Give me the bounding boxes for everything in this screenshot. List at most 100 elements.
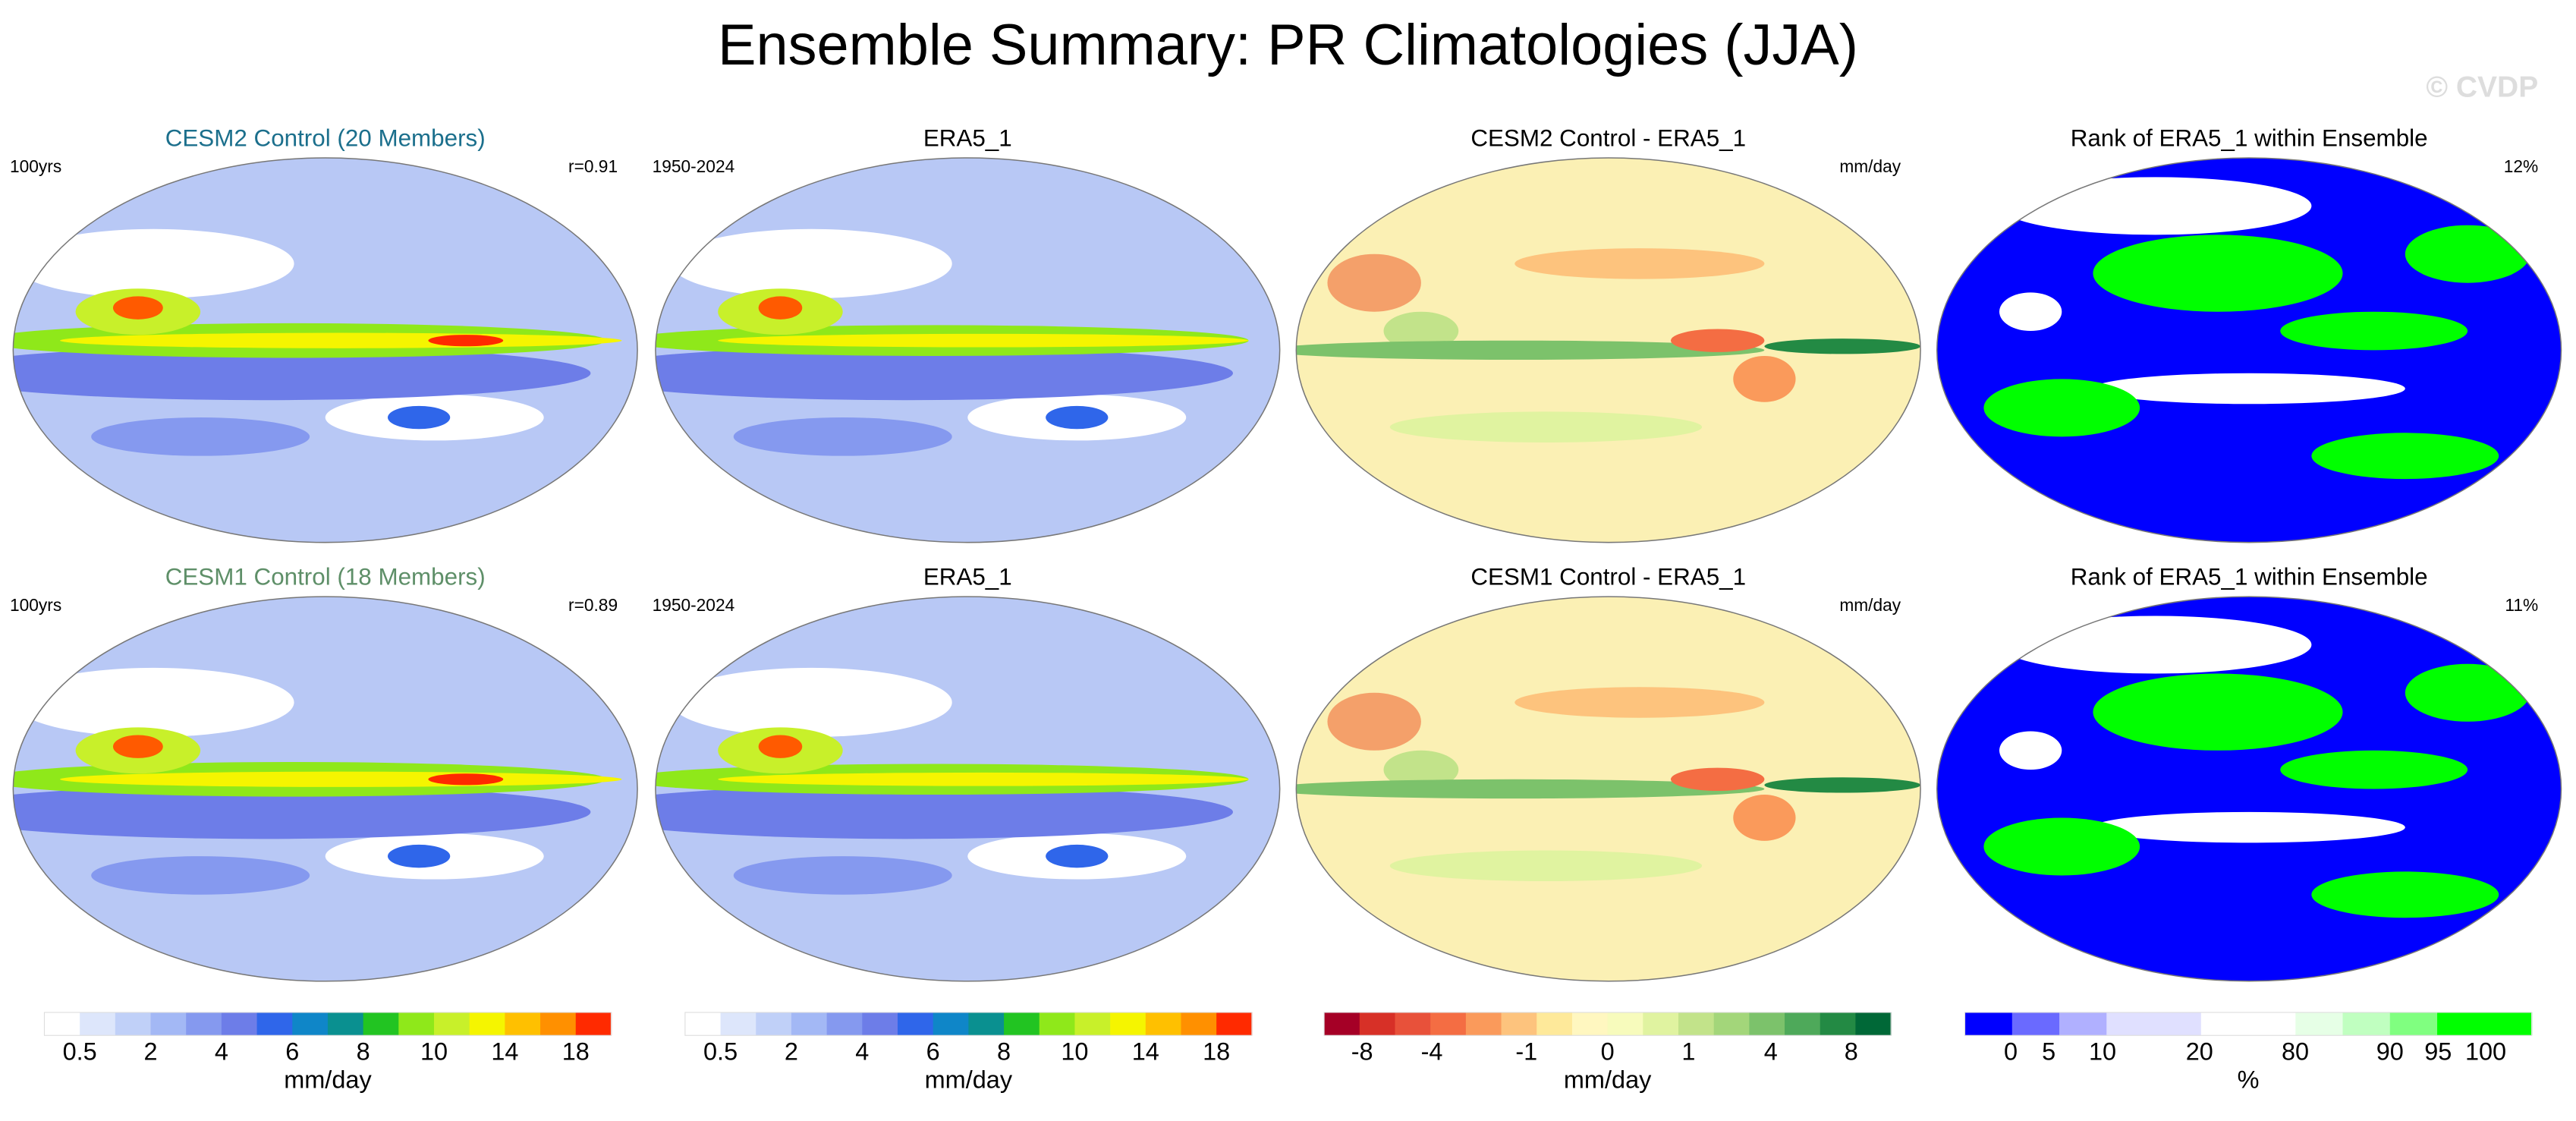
colorbar-box: [720, 1012, 756, 1036]
colorbar-box: [756, 1012, 792, 1036]
colorbar-box: [2011, 1012, 2060, 1036]
colorbar-label: 6: [285, 1038, 299, 1066]
map-field: [1733, 355, 1796, 402]
map: [1296, 597, 1921, 981]
watermark: © CVDP: [2426, 71, 2538, 103]
colorbar-box: [150, 1012, 187, 1036]
colorbar-box: [862, 1012, 898, 1036]
map-field: [733, 417, 952, 456]
map-field: [2405, 225, 2530, 283]
colorbar-box: [575, 1012, 612, 1036]
colorbar-box: [1430, 1012, 1467, 1036]
map-field: [718, 333, 1249, 348]
colorbar-box: [256, 1012, 293, 1036]
colorbar-box: [2248, 1012, 2296, 1036]
colorbar-frame: [43, 1012, 612, 1036]
map-field: [1999, 616, 2312, 674]
colorbar-label: 90: [2376, 1038, 2404, 1066]
colorbar-box: [2295, 1012, 2344, 1036]
map: [655, 597, 1280, 981]
colorbar-label: 95: [2424, 1038, 2452, 1066]
map-field: [1764, 339, 1921, 354]
colorbar-box: [791, 1012, 828, 1036]
colorbar-box: [1004, 1012, 1040, 1036]
map-field: [655, 785, 1233, 839]
colorbar-box: [2437, 1012, 2485, 1036]
colorbar-label: 10: [420, 1038, 448, 1066]
map-field: [1514, 687, 1765, 718]
colorbar-box: [1359, 1012, 1396, 1036]
colorbar-label: 2: [143, 1038, 157, 1066]
colorbar-label: 8: [357, 1038, 370, 1066]
colorbar-box: [1678, 1012, 1715, 1036]
colorbar-box: [1465, 1012, 1502, 1036]
panel-title: Rank of ERA5_1 within Ensemble: [2071, 125, 2428, 152]
colorbar-label: 4: [1764, 1038, 1778, 1066]
panel-right-label: mm/day: [1839, 156, 1901, 176]
colorbar-frame: [684, 1012, 1253, 1036]
map-field: [13, 667, 294, 738]
map-field: [671, 228, 952, 298]
colorbar-box: [1749, 1012, 1785, 1036]
colorbar-label: 80: [2282, 1038, 2309, 1066]
colorbar-label: 14: [491, 1038, 518, 1066]
panel-title: ERA5_1: [923, 125, 1012, 152]
colorbar-box: [1395, 1012, 1431, 1036]
panel-title: CESM1 Control (18 Members): [165, 564, 486, 590]
colorbar-box: [540, 1012, 577, 1036]
colorbar-box: [44, 1012, 80, 1036]
panel-title: ERA5_1: [923, 564, 1012, 590]
colorbar-box: [1536, 1012, 1573, 1036]
colorbar-box: [968, 1012, 1005, 1036]
map-field: [1670, 329, 1765, 352]
colorbar-label: 0.5: [63, 1038, 97, 1066]
map-field: [2093, 373, 2405, 405]
colorbar-box: [292, 1012, 329, 1036]
map: [13, 597, 638, 981]
colorbar-label: 18: [562, 1038, 590, 1066]
panel-title: CESM2 Control - ERA5_1: [1470, 125, 1746, 152]
colorbar-unit: mm/day: [1564, 1066, 1652, 1093]
colorbar-box: [327, 1012, 364, 1036]
colorbar-box: [1607, 1012, 1643, 1036]
map-field: [2405, 663, 2530, 722]
colorbar-box: [186, 1012, 222, 1036]
colorbar-box: [897, 1012, 934, 1036]
colorbar-box: [1964, 1012, 2013, 1036]
panel-title: CESM1 Control - ERA5_1: [1470, 564, 1746, 590]
colorbar-box: [80, 1012, 116, 1036]
colorbar-box: [363, 1012, 399, 1036]
colorbar-label: -4: [1421, 1038, 1443, 1066]
colorbar-label: 14: [1132, 1038, 1159, 1066]
colorbar-box: [826, 1012, 863, 1036]
colorbar-label: 20: [2186, 1038, 2213, 1066]
colorbar-box: [221, 1012, 258, 1036]
colorbar-box: [1110, 1012, 1146, 1036]
map-field: [1999, 292, 2062, 332]
map-field: [112, 296, 163, 320]
colorbar-box: [1713, 1012, 1750, 1036]
map-field: [2280, 311, 2468, 351]
map-field: [733, 856, 952, 895]
panel-left-label: 100yrs: [10, 595, 61, 615]
map-field: [91, 856, 310, 895]
colorbar-box: [1571, 1012, 1609, 1036]
map-field: [2280, 750, 2468, 789]
map-field: [1296, 340, 1765, 361]
map-field: [1046, 405, 1109, 430]
colorbar-box: [115, 1012, 152, 1036]
map-outline: [1936, 157, 2562, 543]
map-field: [1383, 311, 1459, 351]
map-field: [1999, 731, 2062, 770]
panel-right-label: mm/day: [1839, 595, 1901, 615]
colorbar-box: [1145, 1012, 1182, 1036]
map-field: [428, 773, 504, 786]
map-field: [13, 346, 591, 401]
colorbar-label: 10: [2089, 1038, 2116, 1066]
map-field: [1733, 795, 1796, 841]
map-field: [2093, 673, 2343, 751]
colorbar-box: [1785, 1012, 1821, 1036]
map-field: [671, 667, 952, 738]
map-field: [1383, 750, 1459, 789]
